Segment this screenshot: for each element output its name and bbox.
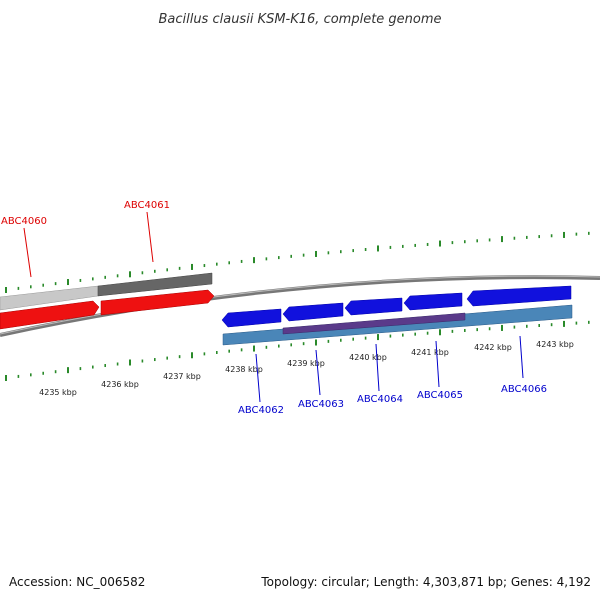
map-title: Bacillus clausii KSM-K16, complete genom… [158, 12, 441, 27]
gene-arrow-abc4061[interactable] [100, 289, 215, 316]
gene-arrow-abc4063[interactable] [282, 302, 344, 322]
scale-label: 4236 kbp [101, 380, 139, 389]
gene-arrow-abc4062[interactable] [221, 308, 282, 328]
scale-ticks-lower [5, 320, 590, 381]
forward-gene-labels: ABC4060 ABC4061 [1, 200, 170, 278]
reverse-genes [221, 285, 572, 328]
forward-track [0, 272, 213, 311]
scale-label: 4235 kbp [39, 388, 77, 397]
gene-label-abc4062[interactable]: ABC4062 [238, 405, 284, 416]
leader-line-abc4066 [519, 335, 524, 379]
genome-backbone-highlight [0, 275, 600, 335]
gene-arrow-abc4066[interactable] [466, 285, 572, 307]
forward-track-segment-2 [97, 272, 213, 297]
scale-label: 4241 kbp [411, 348, 449, 357]
scale-label: 4243 kbp [536, 340, 574, 349]
genome-summary-text: Topology: circular; Length: 4,303,871 bp… [260, 575, 591, 589]
scale-label: 4238 kbp [225, 365, 263, 374]
leader-line-abc4065 [435, 340, 440, 388]
gene-arrow-abc4064[interactable] [344, 297, 403, 316]
gene-arrow-abc4060[interactable] [0, 300, 100, 330]
gene-label-abc4061[interactable]: ABC4061 [124, 200, 170, 211]
leader-line-abc4060 [23, 227, 32, 278]
scale-label: 4237 kbp [163, 372, 201, 381]
gene-label-abc4060[interactable]: ABC4060 [1, 216, 47, 227]
reverse-track [222, 304, 573, 346]
leader-line-abc4062 [255, 353, 261, 403]
gene-label-abc4064[interactable]: ABC4064 [357, 394, 403, 405]
scale-label: 4239 kbp [287, 359, 325, 368]
scale-label: 4242 kbp [474, 343, 512, 352]
leader-line-abc4063 [315, 349, 321, 396]
gene-label-abc4065[interactable]: ABC4065 [417, 390, 463, 401]
gene-label-abc4066[interactable]: ABC4066 [501, 384, 547, 395]
leader-line-abc4061 [146, 211, 154, 263]
leader-line-abc4064 [375, 343, 380, 392]
scale-label: 4240 kbp [349, 353, 387, 362]
gene-arrow-abc4065[interactable] [403, 292, 463, 311]
gene-label-abc4063[interactable]: ABC4063 [298, 399, 344, 410]
accession-text: Accession: NC_006582 [9, 575, 145, 589]
forward-genes [0, 289, 215, 330]
genome-backbone [0, 275, 600, 337]
reverse-gene-labels: ABC4062 ABC4063 ABC4064 ABC4065 ABC4066 [238, 335, 547, 416]
reverse-track-overlap-1 [282, 312, 466, 335]
scale-ticks-upper [5, 231, 590, 293]
scale-labels: 4235 kbp 4236 kbp 4237 kbp 4238 kbp 4239… [39, 340, 574, 397]
